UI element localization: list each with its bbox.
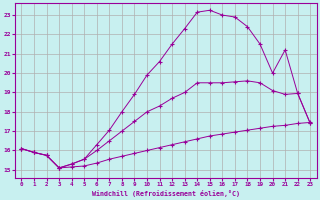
X-axis label: Windchill (Refroidissement éolien,°C): Windchill (Refroidissement éolien,°C) [92,190,240,197]
